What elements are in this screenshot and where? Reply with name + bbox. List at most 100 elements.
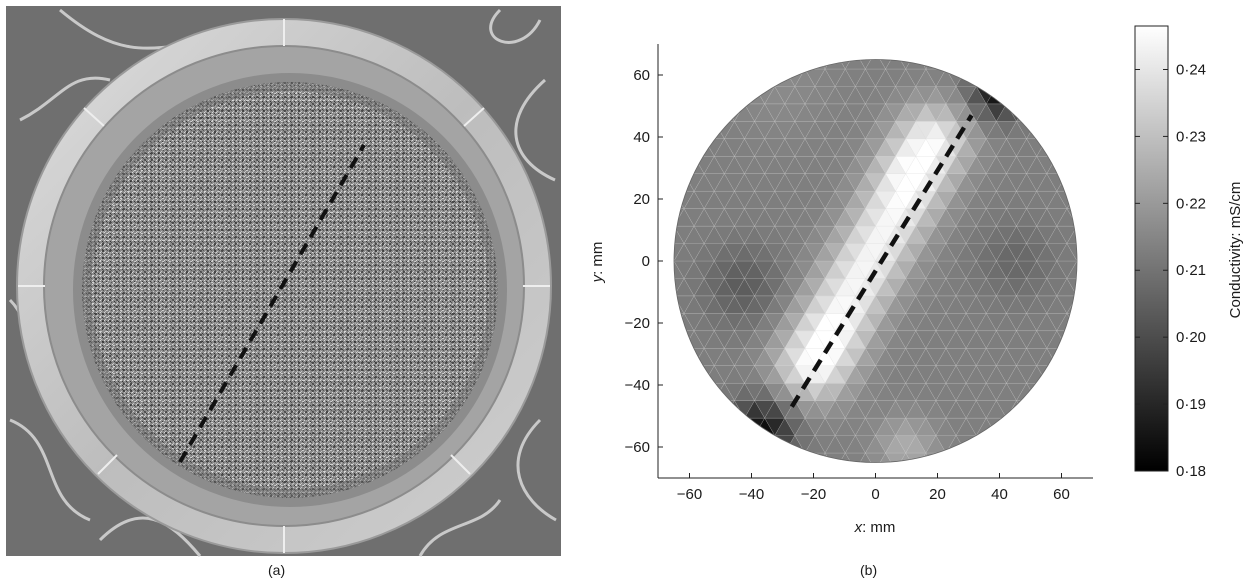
mesh-triangle (1066, 330, 1077, 349)
mesh-triangle (835, 34, 855, 52)
y-tick-label: 0 (642, 253, 650, 270)
mesh-triangle (1076, 260, 1077, 279)
mesh-triangle (1066, 190, 1077, 209)
mesh-triangle (1066, 173, 1077, 192)
mesh-triangle (1076, 225, 1077, 244)
mesh-triangle (1006, 86, 1027, 105)
y-tick-label: −60 (625, 439, 650, 456)
mesh-triangle (1076, 243, 1077, 262)
mesh-triangle (683, 138, 705, 157)
mesh-triangle (674, 190, 685, 209)
mesh-triangle (935, 452, 957, 463)
mesh-triangle (1076, 208, 1077, 227)
mesh-triangle (734, 417, 755, 436)
mesh-triangle (703, 121, 725, 139)
mesh-triangle (693, 121, 715, 140)
mesh-triangle (945, 452, 967, 463)
mesh-triangle (674, 330, 685, 349)
x-tick-label: 0 (871, 486, 879, 503)
colorbar-tick-label: 0·21 (1176, 262, 1206, 279)
colorbar-tick-label: 0·20 (1176, 329, 1206, 346)
mesh-triangle (754, 68, 776, 87)
colorbar-tick-label: 0·22 (1176, 195, 1206, 212)
mesh-triangle (674, 243, 675, 262)
mesh-triangle (896, 34, 916, 52)
mesh-triangle (1066, 260, 1077, 279)
mesh-triangle (1056, 347, 1077, 366)
mesh-triangle (713, 103, 735, 122)
mesh-triangle (945, 59, 967, 70)
mesh-triangle (1066, 225, 1077, 244)
mesh-triangle (1006, 417, 1027, 436)
mesh-triangle (905, 59, 927, 70)
colorbar-ticks: 0·18 0·19 0·20 0·21 0·22 0·23 0·24 (1135, 61, 1206, 480)
mesh-triangle (754, 435, 776, 454)
mesh-triangle (784, 452, 806, 463)
mesh-triangle (674, 208, 675, 227)
x-axis-label-var: x (854, 519, 863, 536)
mesh-triangle (784, 59, 806, 70)
mesh-triangle (1066, 278, 1077, 297)
mesh-triangle (975, 435, 997, 454)
x-axis-ticks: −60 −40 −20 0 20 40 60 (677, 473, 1070, 503)
mesh-triangle (824, 59, 846, 70)
x-tick-label: 40 (991, 486, 1008, 503)
panel-a-label: (a) (268, 562, 286, 578)
y-tick-label: 60 (633, 67, 650, 84)
mesh-triangle (1016, 103, 1038, 122)
photo-crack-line (178, 143, 366, 464)
y-tick-label: 40 (633, 129, 650, 146)
mesh-triangle (693, 382, 715, 401)
mesh-triangle (1076, 295, 1077, 314)
colorbar-gradient (1134, 25, 1169, 472)
crack-line (789, 114, 974, 408)
colorbar-tick-label: 0·24 (1176, 61, 1206, 78)
mesh-triangle (674, 173, 685, 192)
y-tick-label: −20 (625, 315, 650, 332)
mesh-triangle (724, 417, 745, 436)
mesh-triangle (1076, 278, 1077, 297)
mesh-triangle (1016, 400, 1038, 419)
y-axis-label-unit: : mm (589, 242, 606, 275)
mesh-triangle (996, 417, 1017, 436)
y-tick-label: 20 (633, 191, 650, 208)
mesh-triangle (794, 452, 816, 463)
mesh-triangle (1036, 382, 1058, 401)
mesh-triangle (674, 156, 695, 175)
mesh-triangle (713, 400, 735, 419)
mesh-triangle (674, 260, 675, 279)
x-tick-label: −20 (801, 486, 826, 503)
mesh-triangle (724, 86, 745, 105)
mesh-triangle (1046, 365, 1068, 384)
mesh-triangle (876, 34, 896, 52)
x-axis-label-unit: : mm (862, 519, 895, 536)
mesh-triangle (674, 295, 675, 314)
mesh-triangle (683, 365, 705, 384)
mesh-triangle (674, 347, 695, 366)
photo-bed-shade (73, 73, 507, 507)
mesh-triangle (824, 452, 846, 463)
colorbar-tick-label: 0·19 (1176, 396, 1206, 413)
colorbar: 0·18 0·19 0·20 0·21 0·22 0·23 0·24 Conductivit… (1134, 25, 1244, 480)
x-tick-label: 60 (1053, 486, 1070, 503)
y-axis-label: y: mm (589, 242, 606, 284)
mesh-triangle (1066, 313, 1077, 332)
photo-panel (6, 6, 561, 557)
x-tick-label: 20 (929, 486, 946, 503)
photo-ring-marks (18, 19, 550, 553)
colorbar-tick-label: 0·23 (1176, 128, 1206, 145)
mesh-triangle (896, 470, 916, 488)
mesh-triangle (674, 225, 675, 244)
x-tick-label: −60 (677, 486, 702, 503)
mesh-triangle (703, 383, 725, 401)
mesh-triangle (996, 86, 1017, 105)
mesh-triangle (835, 470, 855, 488)
photo-granular-texture (82, 82, 498, 498)
mesh-triangle (975, 68, 997, 87)
y-axis-label-var: y (589, 273, 606, 283)
mesh-triangle (855, 34, 875, 52)
mesh-triangle (905, 452, 927, 463)
colorbar-label: Conductivity: mS/cm (1227, 182, 1244, 319)
